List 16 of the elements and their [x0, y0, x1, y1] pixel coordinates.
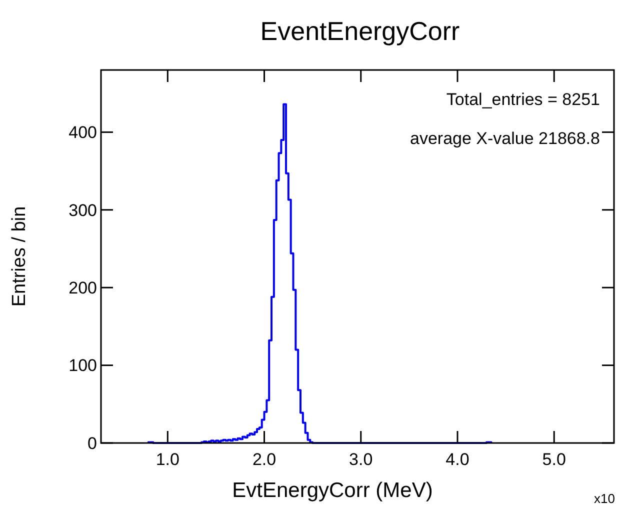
x-tick-label: 1.0 [156, 450, 180, 469]
x-tick-label: 3.0 [349, 450, 373, 469]
x-tick-label: 4.0 [446, 450, 470, 469]
y-tick-label: 200 [68, 278, 97, 298]
y-tick-label: 300 [68, 200, 97, 220]
annotation: Total_entries = 8251 [446, 90, 600, 109]
y-axis-title: Entries / bin [9, 206, 30, 307]
x-tick-label: 2.0 [252, 450, 276, 469]
annotation: average X-value 21868.8 [410, 129, 600, 148]
y-tick-label: 0 [88, 434, 97, 453]
text: x10 [594, 491, 615, 506]
x-axis-title: EvtEnergyCorr (MeV) [232, 479, 433, 502]
y-tick-label: 400 [68, 123, 97, 142]
y-tick-label: 100 [68, 356, 97, 376]
x-tick-label: 5.0 [542, 450, 566, 469]
chart-title: EventEnergyCorr [260, 16, 460, 46]
